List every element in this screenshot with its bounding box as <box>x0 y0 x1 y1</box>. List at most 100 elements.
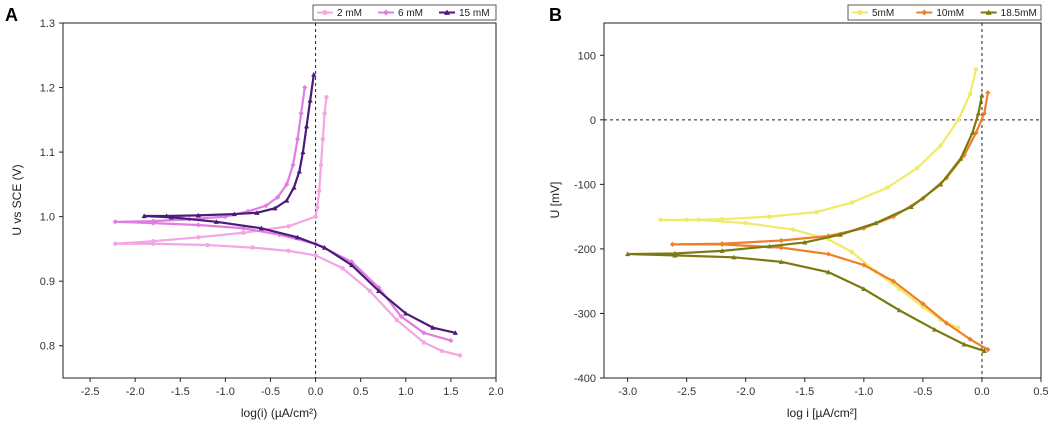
panel-b-ticks: -3.0 -2.5 -2.0 -1.5 -1.0 -0.5 0.0 0.5 -400 -300 -2… <box>574 50 1049 398</box>
series-line <box>114 87 452 342</box>
data-point <box>861 262 867 268</box>
series-18.5mm <box>625 92 987 353</box>
data-point <box>275 194 281 200</box>
panel-b-x-tick-label: 0.5 <box>1033 386 1048 398</box>
data-point <box>254 210 260 215</box>
legend-swatch-marker <box>383 9 389 16</box>
data-point <box>300 149 306 155</box>
data-point <box>938 143 943 148</box>
data-point <box>291 184 297 190</box>
data-point <box>967 336 973 342</box>
panel-a-x-axis-label: log(i) (µA/cm²) <box>241 406 317 420</box>
data-point <box>973 67 979 72</box>
panel-b-x-tick-label: 0.0 <box>974 386 989 398</box>
data-point <box>932 326 938 332</box>
series-6mm <box>112 84 454 344</box>
data-point <box>719 241 725 247</box>
panel-b: B -3.0 -2.5 -2.0 -1.5 -1.0 -0.5 0.0 0.5 -400 -300… <box>548 4 1049 420</box>
panel-b-x-tick-label: -3.0 <box>618 386 637 398</box>
data-point <box>873 220 879 226</box>
panel-a-data <box>112 23 463 378</box>
legend-swatch-marker <box>921 9 928 16</box>
panel-b-legend: 5mM 10mM 18.5mM <box>847 4 1042 21</box>
data-point <box>294 234 301 240</box>
panel-a-y-tick-label: 1.0 <box>40 212 55 224</box>
data-point <box>231 211 237 217</box>
legend-entry-label: 18.5mM <box>1001 8 1037 19</box>
data-point <box>403 310 409 316</box>
data-point <box>340 266 345 271</box>
panel-b-y-tick-label: 100 <box>578 50 596 62</box>
panel-a-x-tick-label: 0.0 <box>308 386 323 398</box>
data-point <box>825 269 832 275</box>
legend-swatch-marker <box>322 10 328 15</box>
panel-b-x-tick-label: -1.0 <box>854 386 873 398</box>
panel-b-data <box>604 23 1041 378</box>
series-line <box>659 69 978 329</box>
data-point <box>213 219 219 224</box>
panel-b-x-tick-label: -2.5 <box>677 386 696 398</box>
data-point <box>766 243 772 249</box>
data-point <box>672 252 678 258</box>
data-point <box>286 248 291 254</box>
data-point <box>981 348 987 353</box>
data-point <box>778 259 784 264</box>
panel-a-x-tick-label: -1.5 <box>171 386 190 398</box>
panel-b-x-tick-label: -0.5 <box>913 386 932 398</box>
data-point <box>790 227 796 232</box>
panel-b-y-tick-label: -300 <box>574 308 596 320</box>
panel-b-x-axis-label: log i [µA/cm²] <box>787 406 857 420</box>
data-point <box>168 214 174 220</box>
data-point <box>349 262 355 268</box>
data-point <box>719 248 725 253</box>
data-point <box>961 341 967 347</box>
data-point <box>307 97 313 103</box>
legend-swatch-marker <box>985 9 992 15</box>
data-point <box>150 220 156 226</box>
panel-a-x-tick-label: 2.0 <box>488 386 503 398</box>
panel-a-legend: 2 mM 6 mM 15 mM <box>312 4 497 21</box>
data-point <box>457 353 463 358</box>
data-point <box>684 217 689 223</box>
data-point <box>731 254 737 260</box>
data-point <box>421 330 427 336</box>
data-point <box>284 197 290 203</box>
data-point <box>315 204 320 210</box>
data-point <box>421 340 427 345</box>
panel-a-y-tick-label: 1.1 <box>40 147 55 159</box>
data-point <box>258 225 265 231</box>
data-point <box>958 155 964 161</box>
legend-entry-label: 15 mM <box>459 8 490 19</box>
data-point <box>196 235 201 240</box>
panel-a-x-tick-label: 1.0 <box>398 386 413 398</box>
data-point <box>322 245 328 250</box>
data-point <box>658 217 663 223</box>
panel-a-y-tick-label: 1.3 <box>40 18 55 30</box>
panel-b-x-tick-label: -1.5 <box>795 386 814 398</box>
data-point <box>973 130 979 136</box>
data-point <box>943 320 950 326</box>
data-point <box>956 117 961 123</box>
data-point <box>302 84 308 91</box>
panel-b-y-tick-label: -200 <box>574 244 596 256</box>
panel-a-x-tick-label: -1.0 <box>216 386 235 398</box>
panel-a-x-tick-label: -0.5 <box>261 386 280 398</box>
data-point <box>290 162 296 168</box>
panel-a-letter: A <box>5 5 18 25</box>
data-point <box>313 214 318 219</box>
data-point <box>719 217 725 222</box>
data-point <box>452 330 459 335</box>
panel-b-y-tick-label: 0 <box>590 115 596 127</box>
data-point <box>430 325 436 330</box>
panel-a-y-axis-label: U vs SCE (V) <box>10 164 24 235</box>
legend-swatch-marker <box>444 9 450 15</box>
data-point <box>778 245 784 251</box>
panel-a-x-tick-label: -2.0 <box>126 386 145 398</box>
data-point <box>985 90 991 96</box>
panel-b-y-axis-label: U [mV] <box>548 182 562 219</box>
data-point <box>320 136 325 142</box>
panel-b-x-tick-label: -2.0 <box>736 386 755 398</box>
data-point <box>195 212 201 218</box>
data-point <box>920 301 926 307</box>
